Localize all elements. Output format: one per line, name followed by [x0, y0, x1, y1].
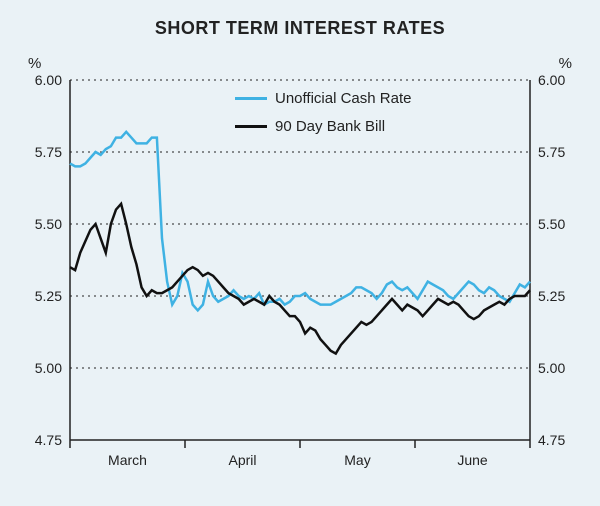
y-tick-label-right: 4.75 — [530, 432, 565, 448]
y-tick-label-left: 5.00 — [35, 360, 70, 376]
x-tick-label: April — [228, 440, 256, 468]
legend-label: Unofficial Cash Rate — [275, 90, 411, 107]
chart-title: SHORT TERM INTEREST RATES — [0, 18, 600, 39]
x-tick-label: May — [344, 440, 370, 468]
series-90-day-bank-bill — [70, 204, 530, 354]
y-tick-label-right: 6.00 — [530, 72, 565, 88]
legend-swatch — [235, 125, 267, 128]
x-tick-label: June — [457, 440, 487, 468]
y-tick-label-left: 5.75 — [35, 144, 70, 160]
y-tick-label-left: 5.25 — [35, 288, 70, 304]
y-axis-label-right: % — [559, 55, 572, 72]
y-tick-label-left: 5.50 — [35, 216, 70, 232]
y-tick-label-left: 6.00 — [35, 72, 70, 88]
series-unofficial-cash-rate — [70, 132, 530, 311]
legend-swatch — [235, 97, 267, 100]
y-tick-label-left: 4.75 — [35, 432, 70, 448]
legend-item: 90 Day Bank Bill — [235, 118, 385, 135]
y-tick-label-right: 5.00 — [530, 360, 565, 376]
y-tick-label-right: 5.50 — [530, 216, 565, 232]
y-axis-label-left: % — [28, 55, 41, 72]
legend-label: 90 Day Bank Bill — [275, 118, 385, 135]
chart-container: SHORT TERM INTEREST RATES % % 4.75 4.75 5.… — [0, 0, 600, 506]
y-tick-label-right: 5.25 — [530, 288, 565, 304]
x-tick-label: March — [108, 440, 147, 468]
y-tick-label-right: 5.75 — [530, 144, 565, 160]
legend-item: Unofficial Cash Rate — [235, 90, 411, 107]
